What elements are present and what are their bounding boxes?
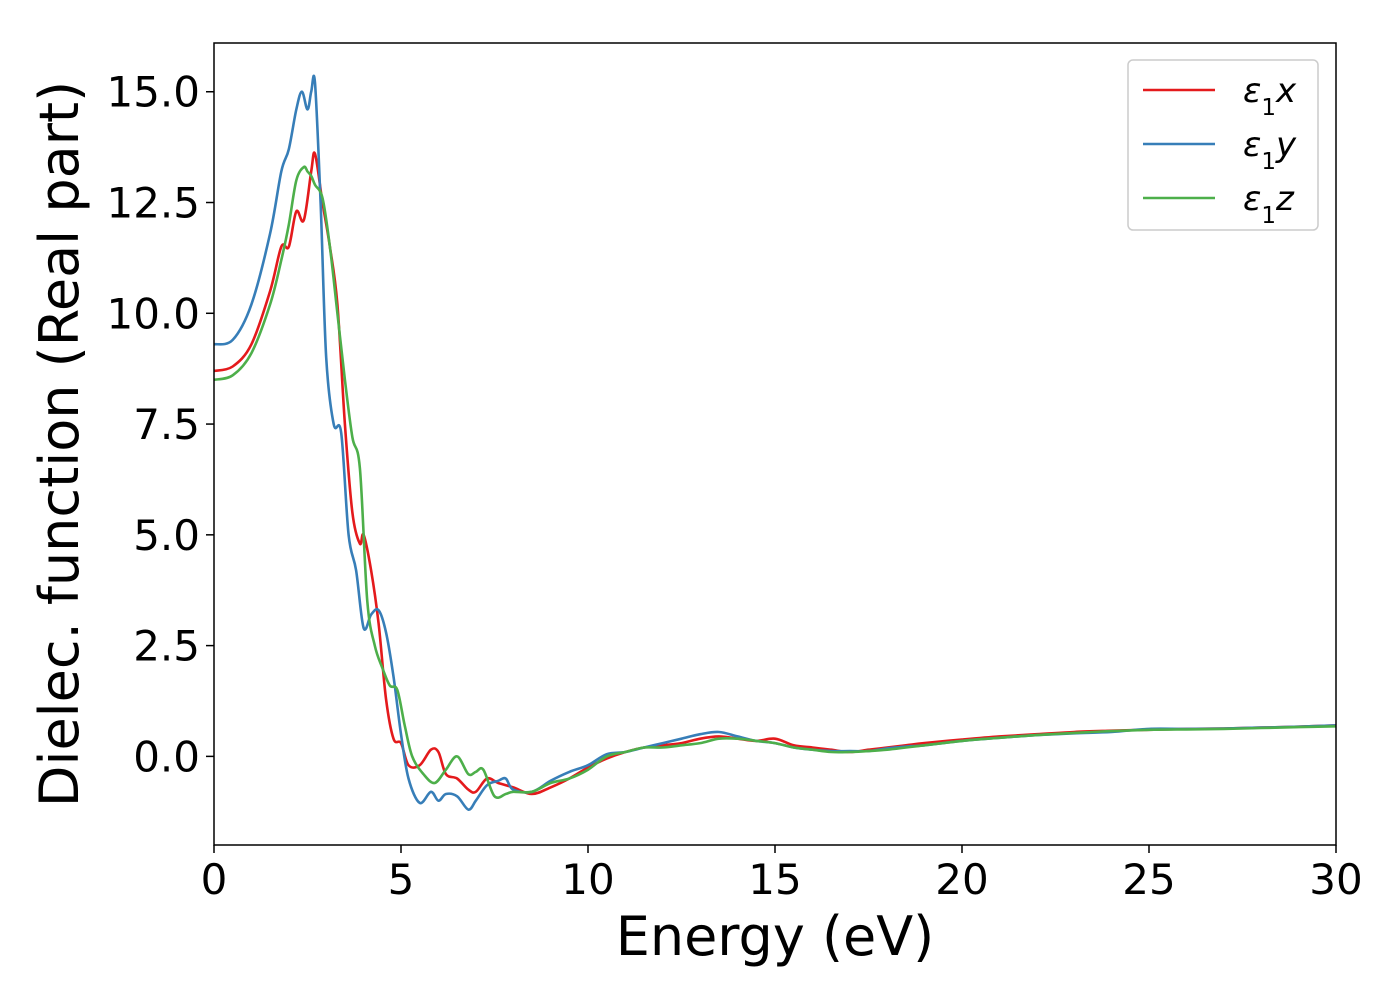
- x-tick-label: 25: [1122, 855, 1175, 904]
- legend-label-3: ε1z: [1243, 179, 1295, 229]
- y-axis-title: Dielec. function (Real part): [28, 81, 91, 807]
- y-tick-label: 12.5: [106, 179, 200, 228]
- y-tick-label: 2.5: [133, 622, 200, 671]
- legend-label-2: ε1y: [1243, 125, 1297, 175]
- ticks-layer: 0 5 10 15 20 25 30 0.0 2.5 5.0 7.5 10.0 12.5 15.0: [106, 68, 1362, 904]
- series-layer: [213, 74, 1337, 811]
- y-tick-label: 7.5: [133, 400, 200, 449]
- x-axis-title: Energy (eV): [616, 905, 935, 968]
- legend-label-1: ε1x: [1243, 71, 1297, 121]
- x-tick-label: 10: [561, 855, 614, 904]
- x-tick-label: 5: [388, 855, 415, 904]
- series-line-3: [213, 165, 1337, 800]
- y-tick-label: 5.0: [133, 511, 200, 560]
- x-tick-label: 30: [1309, 855, 1362, 904]
- x-tick-label: 20: [935, 855, 988, 904]
- x-tick-label: 0: [201, 855, 228, 904]
- legend-frame: [1127, 59, 1319, 231]
- x-tick-label: 15: [748, 855, 801, 904]
- y-tick-label: 10.0: [106, 289, 200, 338]
- y-tick-label: 15.0: [106, 68, 200, 117]
- y-tick-label: 0.0: [133, 732, 200, 781]
